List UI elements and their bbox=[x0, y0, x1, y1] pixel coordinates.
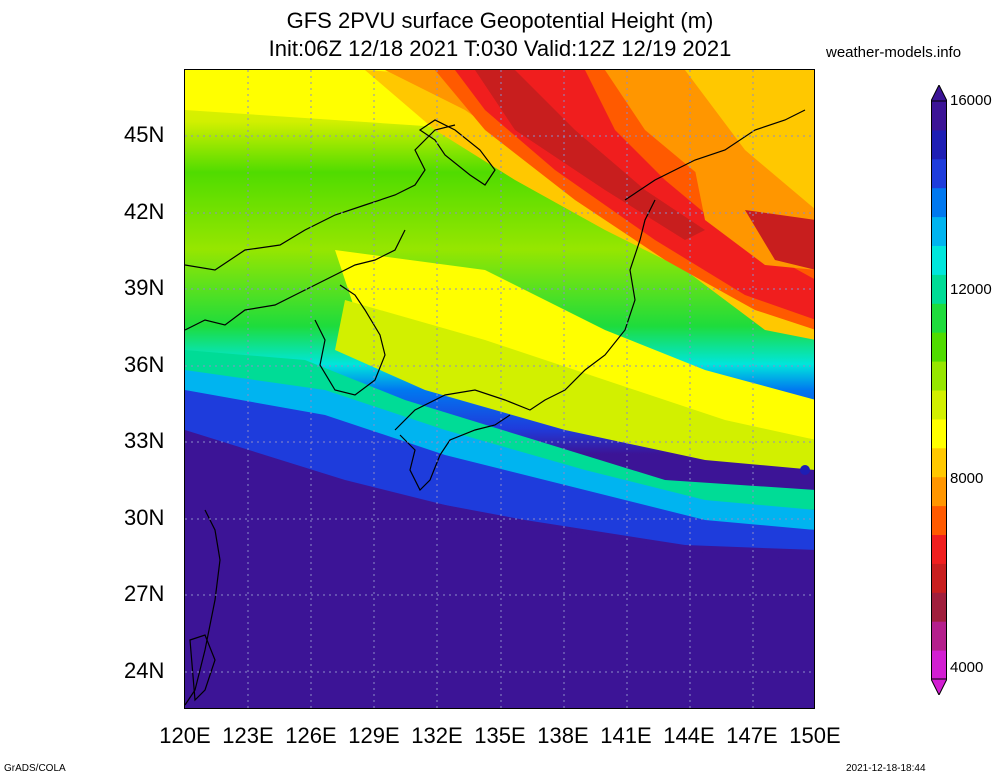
lat-label: 33N bbox=[124, 428, 165, 453]
colorbar-segment bbox=[931, 158, 947, 189]
colorbar-bottom-arrow bbox=[931, 678, 947, 695]
colorbar-segment bbox=[931, 592, 947, 622]
colorbar-label: 16000 bbox=[950, 92, 992, 109]
lon-label: 120E bbox=[159, 723, 211, 748]
colorbar-label: 12000 bbox=[950, 281, 992, 298]
lon-label: 150E bbox=[789, 723, 841, 748]
colorbar-segment bbox=[931, 505, 947, 535]
colorbar-label: 8000 bbox=[950, 470, 984, 487]
colorbar-segment bbox=[931, 621, 947, 651]
colorbar-segment bbox=[931, 274, 947, 304]
lon-label: 132E bbox=[411, 723, 463, 748]
colorbar-segment bbox=[931, 476, 947, 507]
colorbar-segment bbox=[931, 245, 947, 275]
lat-label: 30N bbox=[124, 505, 165, 530]
colorbar-segment bbox=[931, 187, 947, 218]
chart-subtitle: Init:06Z 12/18 2021 T:030 Valid:12Z 12/1… bbox=[268, 36, 732, 61]
lon-label: 123E bbox=[222, 723, 274, 748]
lat-label: 45N bbox=[124, 122, 165, 147]
chart-title: GFS 2PVU surface Geopotential Height (m) bbox=[286, 8, 714, 33]
colorbar-segment bbox=[931, 101, 947, 131]
lon-label: 135E bbox=[474, 723, 526, 748]
lat-label: 42N bbox=[124, 199, 165, 224]
lon-label: 141E bbox=[600, 723, 652, 748]
lat-label: 27N bbox=[124, 581, 165, 606]
colorbar-segment bbox=[931, 361, 947, 391]
lat-label: 24N bbox=[124, 658, 165, 683]
colorbar-segment bbox=[931, 216, 947, 246]
lon-label: 144E bbox=[663, 723, 715, 748]
colorbar-segment bbox=[931, 650, 947, 680]
lon-label: 147E bbox=[726, 723, 778, 748]
colorbar-segment bbox=[931, 418, 947, 449]
colorbar-segment bbox=[931, 303, 947, 333]
colorbar-segment bbox=[931, 447, 947, 478]
lon-label: 138E bbox=[537, 723, 589, 748]
footer-software: GrADS/COLA bbox=[4, 763, 66, 774]
colorbar-label: 4000 bbox=[950, 659, 984, 676]
colorbar bbox=[931, 85, 947, 695]
colorbar-segment bbox=[931, 332, 947, 362]
colorbar-border bbox=[931, 100, 947, 680]
colorbar-segment bbox=[931, 563, 947, 593]
colorbar-segment bbox=[931, 129, 947, 160]
footer-timestamp: 2021-12-18-18:44 bbox=[846, 763, 926, 774]
colorbar-segment bbox=[931, 534, 947, 564]
colorbar-segment bbox=[931, 390, 947, 420]
map-plot[interactable] bbox=[184, 69, 815, 709]
lon-label: 129E bbox=[348, 723, 400, 748]
lon-label: 126E bbox=[285, 723, 337, 748]
colorbar-top-arrow bbox=[931, 85, 947, 102]
lat-label: 39N bbox=[124, 275, 165, 300]
lat-label: 36N bbox=[124, 352, 165, 377]
geopotential-field bbox=[185, 70, 814, 708]
site-credit: weather-models.info bbox=[826, 44, 962, 61]
